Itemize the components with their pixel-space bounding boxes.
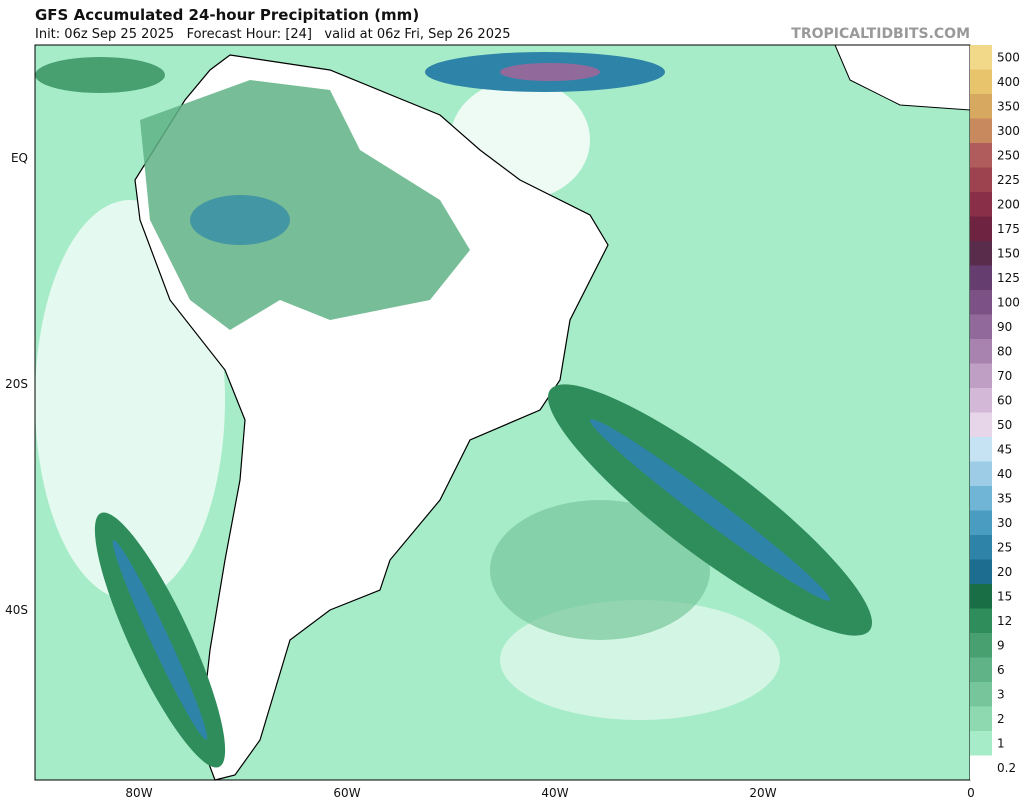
lat-label: 20S bbox=[5, 377, 28, 391]
colorbar-label: 3 bbox=[997, 687, 1005, 701]
colorbar-cell bbox=[970, 657, 992, 682]
subtitle: Init: 06z Sep 25 2025 Forecast Hour: [24… bbox=[35, 27, 511, 42]
colorbar-label: 50 bbox=[997, 418, 1012, 432]
lat-label: 40S bbox=[5, 603, 28, 617]
watermark: TROPICALTIDBITS.COM bbox=[791, 26, 970, 42]
colorbar-cell bbox=[970, 486, 992, 511]
precip-core bbox=[112, 540, 208, 740]
colorbar-label: 80 bbox=[997, 344, 1012, 358]
colorbar-label: 300 bbox=[997, 124, 1020, 138]
colorbar-label: 45 bbox=[997, 442, 1012, 456]
colorbar-label: 20 bbox=[997, 565, 1012, 579]
map bbox=[34, 44, 971, 781]
colorbar-label: 125 bbox=[997, 271, 1020, 285]
lon-label: 60W bbox=[333, 786, 360, 800]
colorbar: 0.21236912152025303540455060708090100125… bbox=[970, 45, 1020, 780]
colorbar-cell bbox=[970, 45, 992, 70]
title: GFS Accumulated 24-hour Precipitation (m… bbox=[35, 6, 419, 24]
precip-core bbox=[589, 419, 831, 601]
colorbar-label: 2 bbox=[997, 712, 1005, 726]
colorbar-label: 90 bbox=[997, 320, 1012, 334]
colorbar-cell bbox=[970, 584, 992, 609]
lon-label: 0 bbox=[967, 786, 975, 800]
colorbar-cell bbox=[970, 241, 992, 266]
colorbar-label: 150 bbox=[997, 246, 1020, 260]
colorbar-label: 70 bbox=[997, 369, 1012, 383]
colorbar-label: 250 bbox=[997, 148, 1020, 162]
colorbar-cell bbox=[970, 706, 992, 731]
colorbar-cell bbox=[970, 290, 992, 315]
lat-label: EQ bbox=[11, 151, 28, 165]
precip-core bbox=[190, 195, 290, 245]
colorbar-cell bbox=[970, 437, 992, 462]
colorbar-cell bbox=[970, 314, 992, 339]
colorbar-label: 350 bbox=[997, 99, 1020, 113]
colorbar-cell bbox=[970, 388, 992, 413]
lat-labels: EQ 20S 40S bbox=[5, 151, 28, 617]
lon-label: 80W bbox=[125, 786, 152, 800]
colorbar-label: 1 bbox=[997, 736, 1005, 750]
colorbar-label: 40 bbox=[997, 467, 1012, 481]
precip-area bbox=[490, 500, 710, 640]
colorbar-label: 15 bbox=[997, 589, 1012, 603]
colorbar-cell bbox=[970, 143, 992, 168]
lon-label: 20W bbox=[749, 786, 776, 800]
colorbar-label: 200 bbox=[997, 197, 1020, 211]
colorbar-cell bbox=[970, 559, 992, 584]
lon-labels: 80W 60W 40W 20W 0 bbox=[125, 786, 974, 800]
colorbar-cell bbox=[970, 167, 992, 192]
precip-area bbox=[140, 80, 470, 330]
colorbar-cell bbox=[970, 339, 992, 364]
lon-label: 40W bbox=[541, 786, 568, 800]
colorbar-cell bbox=[970, 412, 992, 437]
colorbar-label: 25 bbox=[997, 540, 1012, 554]
colorbar-label: 225 bbox=[997, 173, 1020, 187]
colorbar-cell bbox=[970, 94, 992, 119]
colorbar-cell bbox=[970, 608, 992, 633]
precip-core bbox=[500, 63, 600, 81]
colorbar-label: 9 bbox=[997, 638, 1005, 652]
colorbar-cell bbox=[970, 192, 992, 217]
colorbar-label: 175 bbox=[997, 222, 1020, 236]
colorbar-label: 60 bbox=[997, 393, 1012, 407]
colorbar-label: 500 bbox=[997, 50, 1020, 64]
colorbar-cell bbox=[970, 69, 992, 94]
colorbar-label: 35 bbox=[997, 491, 1012, 505]
colorbar-cell bbox=[970, 682, 992, 707]
colorbar-cell bbox=[970, 265, 992, 290]
colorbar-cell bbox=[970, 510, 992, 535]
colorbar-label: 12 bbox=[997, 614, 1012, 628]
colorbar-label: 6 bbox=[997, 663, 1005, 677]
colorbar-cell bbox=[970, 216, 992, 241]
colorbar-cell bbox=[970, 461, 992, 486]
colorbar-cell bbox=[970, 118, 992, 143]
colorbar-label: 30 bbox=[997, 516, 1012, 530]
colorbar-cell bbox=[970, 731, 992, 756]
colorbar-cell bbox=[970, 363, 992, 388]
colorbar-label: 100 bbox=[997, 295, 1020, 309]
colorbar-cell bbox=[970, 633, 992, 658]
colorbar-cell bbox=[970, 535, 992, 560]
colorbar-cell bbox=[970, 755, 992, 780]
colorbar-label: 0.2 bbox=[997, 761, 1016, 775]
precip-band bbox=[35, 57, 165, 93]
colorbar-label: 400 bbox=[997, 75, 1020, 89]
